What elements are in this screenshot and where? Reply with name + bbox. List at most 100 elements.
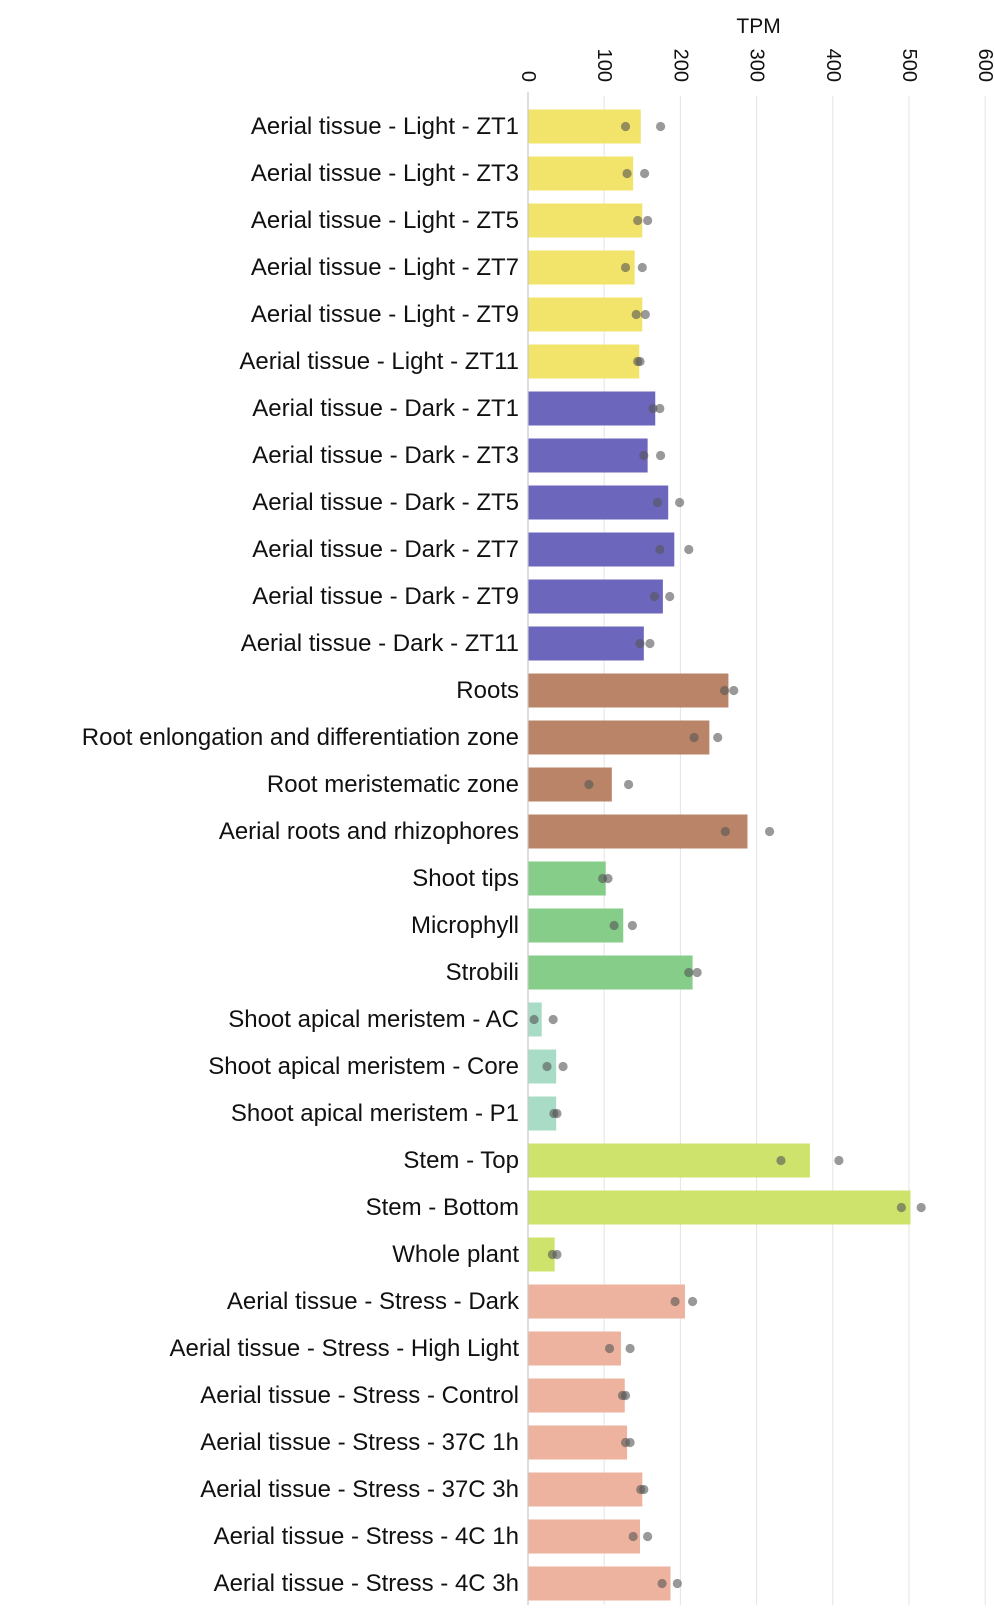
replicate-point	[689, 732, 699, 743]
bar	[528, 579, 663, 614]
category-label: Shoot tips	[412, 865, 519, 892]
replicate-point	[604, 1343, 615, 1354]
category-label: Aerial tissue - Dark - ZT3	[252, 442, 519, 469]
replicate-point	[652, 497, 663, 508]
x-tick-label: 300	[746, 49, 768, 82]
bar	[528, 485, 669, 520]
x-tick-label: 200	[669, 49, 691, 82]
bar	[528, 1425, 628, 1460]
replicate-point	[655, 450, 666, 461]
replicate-point	[529, 1014, 539, 1025]
replicate-point	[622, 168, 632, 179]
category-label: Shoot apical meristem - AC	[228, 1006, 519, 1033]
replicate-point	[603, 873, 613, 884]
replicate-point	[552, 1108, 562, 1119]
category-label: Aerial tissue - Stress - High Light	[170, 1335, 520, 1362]
category-label: Aerial tissue - Dark - ZT11	[241, 630, 519, 657]
category-label: Stem - Bottom	[366, 1194, 519, 1221]
replicate-point	[623, 779, 634, 790]
replicate-point	[834, 1155, 844, 1166]
replicate-point	[639, 1484, 649, 1495]
category-label: Aerial tissue - Stress - 4C 1h	[214, 1523, 519, 1550]
replicate-point	[896, 1202, 906, 1213]
category-label: Aerial tissue - Light - ZT7	[251, 254, 519, 281]
replicate-point	[620, 1390, 631, 1401]
bar	[528, 532, 675, 567]
replicate-point	[665, 591, 675, 602]
x-tick-label: 500	[898, 49, 920, 82]
bar	[528, 1378, 625, 1413]
replicate-point	[655, 544, 665, 555]
replicate-point	[729, 685, 739, 696]
bar	[528, 1143, 810, 1178]
replicate-point	[627, 920, 637, 931]
bar	[528, 955, 693, 990]
replicate-point	[713, 732, 723, 743]
replicate-point	[640, 309, 650, 320]
category-label: Aerial tissue - Light - ZT11	[239, 348, 519, 375]
x-axis-title: TPM	[736, 15, 780, 38]
bar	[528, 1049, 557, 1084]
category-label: Aerial tissue - Dark - ZT1	[252, 395, 519, 422]
bar	[528, 673, 729, 708]
replicate-point	[633, 215, 643, 226]
gridlines	[603, 96, 986, 1605]
bar	[528, 344, 640, 379]
category-label: Aerial tissue - Light - ZT9	[251, 301, 519, 328]
bar	[528, 626, 644, 661]
category-label: Aerial tissue - Stress - Control	[200, 1382, 519, 1409]
replicate-point	[628, 1531, 638, 1542]
replicate-point	[552, 1249, 562, 1260]
replicate-point	[584, 779, 594, 790]
replicate-point	[643, 1531, 653, 1542]
category-label: Whole plant	[392, 1241, 519, 1268]
replicate-point	[687, 1296, 698, 1307]
category-label: Root enlongation and differentiation zon…	[82, 724, 519, 751]
bar	[528, 203, 643, 238]
category-label: Shoot apical meristem - Core	[208, 1053, 519, 1080]
replicate-point	[670, 1296, 680, 1307]
category-label: Strobili	[446, 959, 519, 986]
category-label: Aerial tissue - Dark - ZT5	[252, 489, 519, 516]
bar	[528, 1566, 671, 1601]
replicate-point	[649, 591, 660, 602]
replicate-point	[631, 309, 641, 320]
replicate-point	[675, 497, 685, 508]
category-label: Aerial tissue - Light - ZT1	[251, 113, 519, 140]
replicate-point	[719, 685, 730, 696]
category-label: Aerial tissue - Light - ZT3	[251, 160, 519, 187]
replicate-point	[655, 403, 665, 414]
category-label: Stem - Top	[403, 1147, 519, 1174]
bar	[528, 1190, 911, 1225]
replicate-point	[648, 403, 658, 414]
replicate-point	[655, 121, 666, 132]
replicate-point	[639, 168, 650, 179]
replicate-point	[637, 262, 647, 273]
bar	[528, 156, 634, 191]
replicate-point	[620, 121, 631, 132]
replicate-point	[916, 1202, 926, 1213]
category-label: Microphyll	[411, 912, 519, 939]
bar	[528, 908, 624, 943]
replicate-point	[639, 450, 649, 461]
bar	[528, 1284, 685, 1319]
bar	[528, 861, 606, 896]
replicate-point	[635, 638, 645, 649]
replicate-point	[620, 262, 631, 273]
category-label: Root meristematic zone	[267, 771, 519, 798]
replicate-point	[764, 826, 775, 837]
category-label: Aerial tissue - Light - ZT5	[251, 207, 519, 234]
x-tick-label: 100	[593, 49, 615, 82]
category-label: Aerial roots and rhizophores	[219, 818, 519, 845]
x-tick-label: 600	[974, 49, 994, 82]
replicate-point	[635, 356, 645, 367]
x-axis-ticks: 0 100 200 300 400 500 600	[517, 49, 994, 82]
replicate-point	[684, 967, 694, 978]
category-label: Roots	[456, 677, 519, 704]
replicate-point	[558, 1061, 568, 1072]
replicate-point	[643, 215, 653, 226]
category-labels: Aerial tissue - Light - ZT1 Aerial tissue…	[82, 113, 520, 1597]
replicate-point	[776, 1155, 786, 1166]
replicate-point	[625, 1437, 635, 1448]
replicate-point	[692, 967, 702, 978]
